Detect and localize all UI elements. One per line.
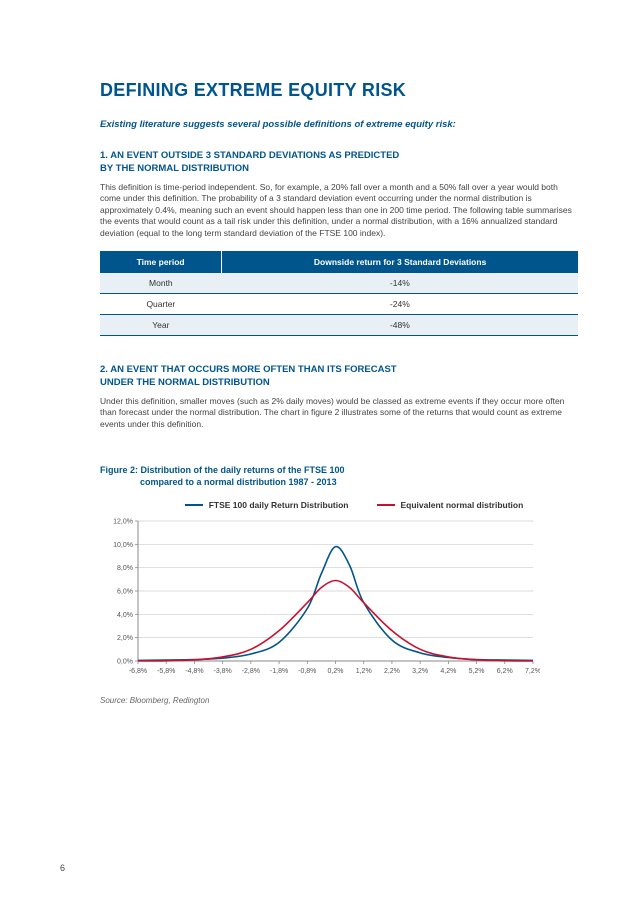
chart-svg: 0,0% 2,0% 4,0% 6,0% 8,0% 10,0% 12,0% -6,8% -5,8%… xyxy=(100,516,540,686)
distribution-chart: 0,0% 2,0% 4,0% 6,0% 8,0% 10,0% 12,0% -6,8% -5,8%… xyxy=(100,516,540,686)
svg-text:0,2%: 0,2% xyxy=(328,668,344,675)
legend-swatch xyxy=(185,504,203,506)
section1-heading-l2: BY THE NORMAL DISTRIBUTION xyxy=(100,163,249,174)
series-ftse xyxy=(138,547,533,661)
chart-legend: FTSE 100 daily Return Distribution Equiva… xyxy=(100,500,578,510)
svg-text:1,2%: 1,2% xyxy=(356,668,372,675)
page-subtitle: Existing literature suggests several pos… xyxy=(100,119,578,130)
svg-text:4,0%: 4,0% xyxy=(117,612,133,619)
table-header-cell: Downside return for 3 Standard Deviation… xyxy=(222,251,578,273)
table-header-row: Time periodDownside return for 3 Standar… xyxy=(100,251,578,273)
section1-heading-l1: 1. AN EVENT OUTSIDE 3 STANDARD DEVIATION… xyxy=(100,150,399,161)
svg-text:-1,8%: -1,8% xyxy=(270,668,288,675)
svg-text:-2,8%: -2,8% xyxy=(242,668,260,675)
section2-heading-l1: 2. AN EVENT THAT OCCURS MORE OFTEN THAN … xyxy=(100,364,397,375)
legend-label: Equivalent normal distribution xyxy=(401,500,524,510)
table-cell: -14% xyxy=(222,273,578,294)
svg-text:2,0%: 2,0% xyxy=(117,635,133,642)
figure-source: Source: Bloomberg, Redington xyxy=(100,696,578,705)
section2-body: Under this definition, smaller moves (su… xyxy=(100,396,578,430)
table-cell: -24% xyxy=(222,293,578,314)
svg-text:0,0%: 0,0% xyxy=(117,659,133,666)
page-number: 6 xyxy=(60,863,65,873)
table-header-cell: Time period xyxy=(100,251,222,273)
legend-item: FTSE 100 daily Return Distribution xyxy=(185,500,349,510)
figure-caption-l1: Figure 2: Distribution of the daily retu… xyxy=(100,465,345,475)
svg-text:-3,8%: -3,8% xyxy=(213,668,231,675)
table-cell: Year xyxy=(100,314,222,335)
page-title: DEFINING EXTREME EQUITY RISK xyxy=(100,80,578,101)
svg-text:7,2%: 7,2% xyxy=(525,668,540,675)
table-row: Month-14% xyxy=(100,273,578,294)
legend-swatch xyxy=(377,504,395,506)
section1-body: This definition is time-period independe… xyxy=(100,182,578,239)
section2-heading-l2: UNDER THE NORMAL DISTRIBUTION xyxy=(100,377,270,388)
svg-text:8,0%: 8,0% xyxy=(117,565,133,572)
figure-caption-l2: compared to a normal distribution 1987 -… xyxy=(140,477,337,487)
table-cell: -48% xyxy=(222,314,578,335)
svg-text:6,2%: 6,2% xyxy=(497,668,513,675)
series-normal xyxy=(138,581,533,662)
legend-label: FTSE 100 daily Return Distribution xyxy=(209,500,349,510)
svg-text:-5,8%: -5,8% xyxy=(157,668,175,675)
svg-text:10,0%: 10,0% xyxy=(113,542,133,549)
svg-text:-0,8%: -0,8% xyxy=(298,668,316,675)
svg-text:3,2%: 3,2% xyxy=(412,668,428,675)
svg-text:-6,8%: -6,8% xyxy=(129,668,147,675)
svg-text:4,2%: 4,2% xyxy=(440,668,456,675)
svg-text:-4,8%: -4,8% xyxy=(185,668,203,675)
svg-text:2,2%: 2,2% xyxy=(384,668,400,675)
section1-heading: 1. AN EVENT OUTSIDE 3 STANDARD DEVIATION… xyxy=(100,150,578,176)
svg-text:12,0%: 12,0% xyxy=(113,519,133,526)
figure-caption: Figure 2: Distribution of the daily retu… xyxy=(100,464,578,488)
table-row: Quarter-24% xyxy=(100,293,578,314)
table-cell: Quarter xyxy=(100,293,222,314)
legend-item: Equivalent normal distribution xyxy=(377,500,524,510)
table-row: Year-48% xyxy=(100,314,578,335)
svg-text:6,0%: 6,0% xyxy=(117,589,133,596)
table-cell: Month xyxy=(100,273,222,294)
sd-table: Time periodDownside return for 3 Standar… xyxy=(100,251,578,336)
section2-heading: 2. AN EVENT THAT OCCURS MORE OFTEN THAN … xyxy=(100,364,578,390)
svg-text:5,2%: 5,2% xyxy=(469,668,485,675)
